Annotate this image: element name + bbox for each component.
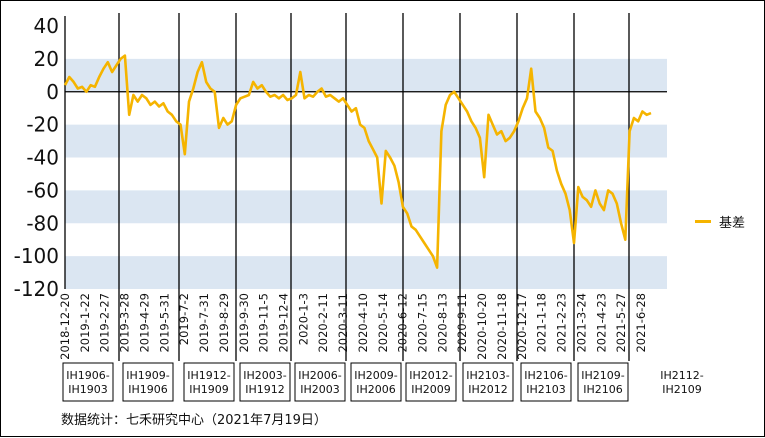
contract-label: IH1906 — [128, 383, 168, 396]
x-tick-label: 2020-4-10 — [356, 293, 370, 353]
x-tick-label: 2021-1-18 — [535, 293, 549, 353]
contract-box — [294, 362, 346, 402]
contract-label: IH2109- — [581, 369, 625, 382]
contract-label: IH1912 — [245, 383, 285, 396]
x-tick-label: 2021-4-23 — [594, 293, 608, 353]
x-tick-label: 2019-2-27 — [98, 293, 112, 353]
x-tick-label: 2021-2-23 — [555, 293, 569, 353]
x-tick-label: 2020-5-14 — [376, 293, 390, 353]
x-tick-label: 2020-10-20 — [475, 293, 489, 360]
contract-label: IH1903 — [68, 383, 108, 396]
contract-box — [350, 362, 402, 402]
x-tick-label: 2019-11-5 — [257, 293, 271, 353]
contract-box — [62, 362, 114, 402]
contract-box — [239, 362, 291, 402]
x-tick-label: 2019-12-4 — [276, 293, 290, 353]
y-tick-label: -100 — [14, 244, 59, 268]
contract-label: IH2009- — [354, 369, 398, 382]
y-tick-label: -60 — [26, 178, 59, 202]
x-tick-label: 2019-9-30 — [237, 293, 251, 353]
contract-label: IH2103- — [466, 369, 510, 382]
x-tick-label: 2020-8-13 — [435, 293, 449, 353]
grid-band — [65, 256, 667, 289]
contract-label: IH2112- — [660, 369, 704, 382]
legend-label: 基差 — [719, 216, 746, 231]
x-tick-label: 2020-7-15 — [416, 293, 430, 353]
x-tick-label: 2019-7-2 — [177, 293, 191, 345]
contract-label: IH2006 — [356, 383, 396, 396]
contract-label: IH1912- — [187, 369, 231, 382]
x-tick-label: 2019-1-22 — [78, 293, 92, 353]
contract-box — [405, 362, 457, 402]
contract-box — [122, 362, 174, 402]
contract-box — [183, 362, 235, 402]
x-tick-label: 2018-12-20 — [58, 293, 72, 360]
legend: 基差 — [695, 212, 745, 231]
contract-label: IH2012- — [409, 369, 453, 382]
contract-label: IH2106- — [524, 369, 568, 382]
y-tick-label: 20 — [34, 47, 59, 71]
y-tick-label: -40 — [26, 146, 59, 170]
y-tick-label: -120 — [14, 277, 59, 301]
x-tick-label: 2020-2-11 — [316, 293, 330, 353]
x-tick-label: 2020-11-18 — [495, 293, 509, 360]
contract-box — [462, 362, 514, 402]
x-tick-label: 2019-4-29 — [137, 293, 151, 353]
contract-label: IH2103 — [526, 383, 566, 396]
x-tick-label: 2020-9-11 — [455, 293, 469, 353]
contract-label: IH1909- — [126, 369, 170, 382]
contract-box — [577, 362, 629, 402]
y-tick-label: -20 — [26, 113, 59, 137]
x-tick-label: 2021-5-27 — [614, 293, 628, 353]
source-note: 数据统计：七禾研究中心（2021年7月19日） — [61, 413, 327, 428]
x-tick-label: 2019-3-28 — [118, 293, 132, 353]
series-line-basis — [63, 54, 652, 269]
contract-box — [520, 362, 572, 402]
x-tick-label: 2020-1-3 — [296, 293, 310, 345]
contract-label: IH2006- — [298, 369, 342, 382]
contract-label: IH2003 — [300, 383, 340, 396]
x-tick-label: 2021-6-28 — [634, 293, 648, 353]
x-tick-label: 2019-7-31 — [197, 293, 211, 353]
y-tick-label: 40 — [34, 14, 59, 38]
x-tick-label: 2020-3-11 — [336, 293, 350, 353]
x-tick-label: 2020-6-12 — [396, 293, 410, 353]
contract-label: IH2003- — [243, 369, 287, 382]
y-tick-label: -80 — [26, 211, 59, 235]
x-tick-label: 2021-3-24 — [574, 293, 588, 353]
contract-label: IH1906- — [66, 369, 110, 382]
y-tick-label: 0 — [46, 80, 59, 104]
x-tick-label: 2019-8-29 — [217, 293, 231, 353]
contract-label: IH2106 — [583, 383, 623, 396]
legend-swatch — [695, 220, 711, 223]
contract-label: IH2012 — [468, 383, 508, 396]
contract-label: IH1909 — [189, 383, 229, 396]
contract-label: IH2109 — [662, 383, 702, 396]
x-tick-label: 2020-12-17 — [515, 293, 529, 360]
x-tick-label: 2019-5-31 — [157, 293, 171, 353]
grid-band — [65, 58, 667, 92]
contract-label: IH2009 — [411, 383, 451, 396]
